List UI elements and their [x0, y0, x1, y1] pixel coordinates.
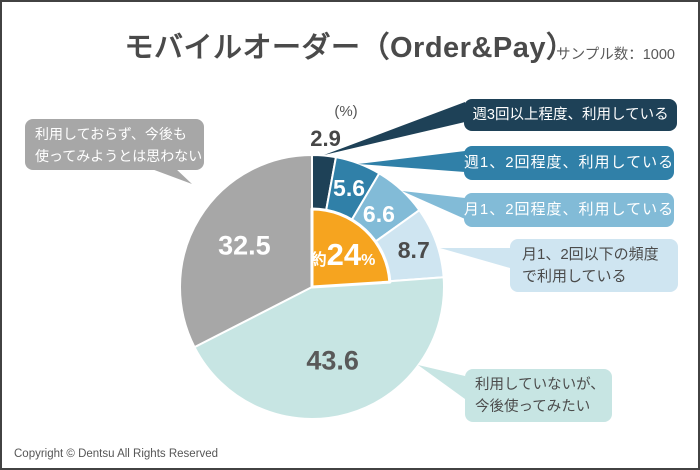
sample-size-label: サンプル数：1000 [556, 47, 675, 63]
value-label-2: 6.6 [363, 201, 395, 227]
value-label-5: 32.5 [218, 231, 271, 261]
highlight-label: 約24% [311, 237, 376, 272]
callout-line-0 [324, 102, 465, 155]
percent-unit-label: (%) [334, 103, 358, 120]
value-label-4: 43.6 [306, 346, 359, 376]
legend-label-line1: 利用していないが、 [475, 376, 605, 393]
value-label-3: 8.7 [398, 237, 430, 263]
legend-weekly3plus: 週3回以上程度、利用している [464, 99, 677, 131]
legend-want-to-try: 利用していないが、 今後使ってみたい [465, 369, 612, 422]
callout-line-4 [418, 365, 465, 399]
legend-label: 月1、2回程度、利用している [463, 201, 675, 218]
pie-segment-5 [179, 154, 313, 349]
legend-label-line2: 使ってみようとは思わない [35, 147, 203, 164]
legend-weekly1-2: 週1、2回程度、利用している [464, 146, 674, 180]
legend-label-line2: 今後使ってみたい [475, 398, 591, 415]
legend-no-intent: 利用しておらず、今後も 使ってみようとは思わない [25, 119, 204, 170]
legend-tail-pointer [149, 168, 192, 184]
legend-label-line1: 月1、2回以下の頻度 [522, 245, 659, 263]
copyright-text: Copyright © Dentsu All Rights Reserved [14, 448, 219, 460]
legend-label-line1: 利用しておらず、今後も [35, 125, 187, 142]
callout-line-2 [402, 191, 465, 219]
legend-label-line2: で利用している [522, 267, 627, 285]
pie-segment-4 [193, 276, 445, 420]
legend-monthly-less: 月1、2回以下の頻度 で利用している [510, 239, 678, 292]
legend-label: 週1、2回程度、利用している [463, 154, 675, 171]
page-title: モバイルオーダー（Order&Pay） [124, 32, 576, 64]
legend-monthly1-2: 月1、2回程度、利用している [464, 193, 674, 227]
callout-line-3 [440, 248, 510, 268]
value-label-0: 2.9 [310, 126, 341, 151]
callout-line-1 [358, 151, 465, 172]
value-label-1: 5.6 [333, 175, 365, 201]
legend-label: 週3回以上程度、利用している [472, 107, 669, 123]
highlight-sector [310, 207, 392, 289]
